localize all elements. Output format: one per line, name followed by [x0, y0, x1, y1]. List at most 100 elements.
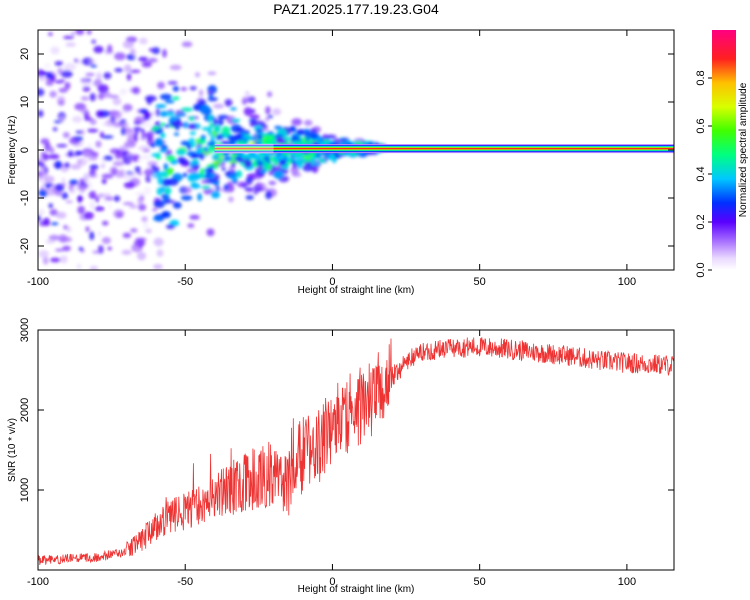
spectrogram-blob [54, 160, 62, 170]
spectrogram-blob [42, 153, 50, 161]
colorbar: 0.0 0.2 0.4 0.6 0.8 Normalized spectral ampl… [695, 30, 749, 278]
spectrogram-blob [141, 216, 148, 223]
spectrogram-blob [125, 129, 137, 137]
ridge-band [214, 148, 674, 150]
spectrogram-blob [157, 81, 165, 90]
spectrogram-blob [176, 149, 186, 156]
spectrogram-blob-bright [248, 153, 258, 158]
spectrogram-blob [89, 231, 95, 241]
spectrogram-blob [79, 185, 88, 189]
spectrogram-blob-bright [305, 135, 310, 142]
snr-x-tick-label: 0 [329, 576, 335, 588]
spectrogram-blob-bright [188, 137, 196, 144]
spectrogram-blob [223, 184, 229, 191]
spectrogram-blob [163, 124, 171, 128]
spectrogram-blob [101, 122, 111, 126]
spectrogram-blob [102, 192, 111, 197]
spectrogram-blob [172, 96, 180, 101]
spectrogram-blob [189, 86, 197, 91]
snr-x-tick-label: 100 [618, 576, 636, 588]
spectrogram-blob [195, 72, 200, 78]
spectrogram-blob-bright [274, 160, 279, 167]
spectrogram-blob [80, 78, 89, 88]
spectrogram-blob-bright [265, 139, 273, 145]
spectrogram-y-axis-label: Frequency (Hz) [7, 116, 18, 185]
spectrogram-blob [80, 96, 89, 101]
spectrogram-blob [172, 201, 182, 209]
spectrogram-blob [67, 150, 74, 158]
spectrogram-blob-bright [279, 159, 287, 166]
spectrogram-blob [180, 186, 192, 194]
spectrogram-blob [147, 57, 158, 63]
spectrogram-blob [60, 236, 73, 243]
snr-panel: -100 -50 0 50 100 1000 2000 3000 Height of str… [7, 318, 675, 595]
spectrogram-blob [54, 61, 64, 66]
spectrogram-blob [145, 95, 157, 102]
spectrogram-blob [83, 211, 94, 220]
spectrogram-blob [234, 127, 246, 133]
spectrogram-blob [77, 205, 86, 215]
spectrogram-blob-bright [178, 123, 185, 127]
spectrogram-blob [166, 178, 179, 186]
spectrogram-blob-bright [211, 154, 220, 161]
spectrogram-blob [139, 37, 148, 45]
spectrogram-blob [89, 118, 97, 125]
spectrogram-blob [139, 195, 145, 201]
spectrogram-blob [136, 251, 147, 261]
spectrogram-blob [58, 87, 68, 93]
spectrogram-blob-bright [159, 148, 168, 153]
spectrogram-blob [129, 69, 141, 74]
spectrogram-blob [118, 145, 129, 152]
spectrogram-blob [62, 131, 70, 139]
colorbar-tick-label: 0.2 [695, 214, 707, 229]
spectrogram-y-tick-label: -20 [19, 238, 31, 254]
spectrogram-blob [45, 183, 51, 190]
spectrogram-blob [103, 155, 113, 161]
spectrogram-blob [92, 250, 101, 254]
spectrogram-blob [228, 174, 237, 179]
spectrogram-blob [236, 170, 243, 178]
spectrogram-blob [70, 31, 76, 36]
spectrogram-blob [135, 237, 147, 242]
spectrogram-blob [209, 122, 214, 129]
spectrogram-blob [132, 156, 139, 162]
spectrogram-blob [124, 141, 136, 148]
spectrogram-blob [141, 131, 146, 141]
spectrogram-blob [52, 127, 58, 132]
spectrogram-blob [261, 124, 268, 128]
spectrogram-blob [101, 173, 114, 179]
spectrogram-blob [162, 49, 167, 58]
spectrogram-blob-bright [171, 121, 178, 128]
spectrogram-blob [143, 186, 152, 195]
spectrogram-blob [187, 223, 195, 228]
spectrogram-blob [226, 115, 236, 125]
snr-x-ticks: -100 -50 0 50 100 [27, 330, 636, 588]
spectrogram-blob [38, 250, 49, 258]
spectrogram-blob-bright [221, 132, 228, 137]
spectrogram-blob [101, 178, 107, 185]
spectrogram-blob [272, 108, 282, 116]
spectrogram-blob [212, 117, 218, 127]
spectrogram-blob [206, 228, 215, 237]
spectrogram-blob [85, 226, 90, 233]
spectrogram-blob-bright [158, 171, 168, 177]
spectrogram-blob [243, 181, 252, 186]
spectrogram-blob [155, 107, 160, 117]
spectrogram-blob [188, 172, 201, 181]
spectrogram-blob [38, 189, 48, 198]
spectrogram-blob-bright [240, 154, 250, 158]
colorbar-ticks: 0.0 0.2 0.4 0.6 0.8 [695, 70, 712, 278]
spectrogram-blob [129, 204, 138, 209]
spectrogram-blob [152, 208, 158, 212]
spectrogram-blob [253, 191, 258, 195]
spectrogram-blob [303, 158, 312, 163]
spectrogram-blob [208, 114, 213, 123]
spectrogram-blob [137, 171, 143, 176]
snr-frame [37, 329, 675, 571]
spectrogram-blob [42, 256, 49, 265]
spectrogram-blob-bright [189, 131, 196, 136]
spectrogram-blob-bright [220, 140, 230, 145]
spectrogram-blob-bright [228, 140, 236, 145]
spectrogram-blob [132, 86, 141, 95]
spectrogram-blob [50, 46, 60, 55]
